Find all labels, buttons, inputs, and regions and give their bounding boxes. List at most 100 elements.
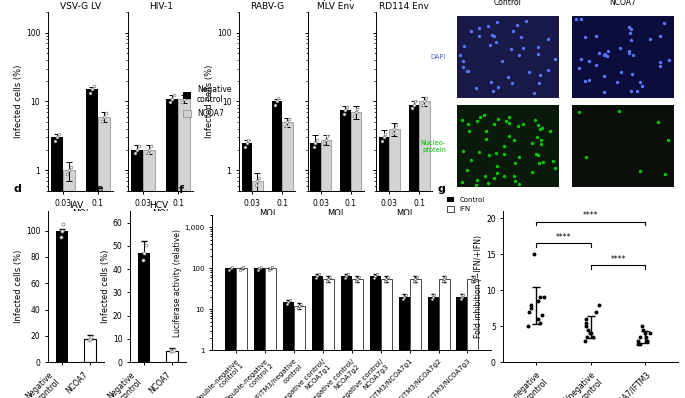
Point bbox=[99, 113, 110, 120]
Point bbox=[455, 296, 466, 302]
Bar bbox=[84, 339, 96, 362]
Point bbox=[417, 102, 428, 109]
Bar bbox=[131, 150, 143, 398]
Bar bbox=[438, 279, 449, 398]
Title: Amphotopic
MLV Env: Amphotopic MLV Env bbox=[308, 0, 363, 11]
Bar bbox=[340, 110, 351, 398]
Bar bbox=[254, 268, 265, 398]
Point bbox=[408, 277, 419, 284]
Point bbox=[253, 267, 264, 273]
Point bbox=[270, 102, 281, 109]
Point bbox=[534, 319, 545, 326]
Point bbox=[180, 92, 191, 98]
Point bbox=[282, 119, 293, 125]
Y-axis label: Fold inhibition (−IFN/+IFN): Fold inhibition (−IFN/+IFN) bbox=[475, 235, 484, 338]
Y-axis label: Infected cells (%): Infected cells (%) bbox=[205, 65, 214, 138]
Point bbox=[381, 276, 392, 282]
Point bbox=[144, 146, 155, 153]
Point bbox=[593, 301, 604, 308]
Point bbox=[310, 140, 321, 146]
Point bbox=[253, 174, 264, 181]
Point bbox=[525, 301, 536, 308]
Bar bbox=[323, 279, 334, 398]
Bar bbox=[381, 279, 392, 398]
Point bbox=[164, 99, 175, 105]
Bar bbox=[283, 302, 294, 398]
Point bbox=[284, 297, 295, 304]
Point bbox=[179, 96, 190, 102]
Point bbox=[632, 338, 643, 344]
Point bbox=[370, 273, 381, 279]
Bar bbox=[252, 181, 262, 398]
Point bbox=[86, 86, 97, 93]
Point bbox=[323, 276, 334, 282]
Point bbox=[582, 334, 593, 340]
Point bbox=[369, 275, 379, 281]
Point bbox=[458, 292, 469, 298]
X-axis label: MOI: MOI bbox=[327, 209, 344, 218]
Point bbox=[312, 273, 323, 279]
Bar bbox=[272, 101, 282, 398]
Point bbox=[633, 341, 644, 347]
Bar bbox=[56, 231, 68, 362]
Text: e: e bbox=[95, 184, 103, 194]
X-axis label: MOI: MOI bbox=[73, 209, 88, 218]
Point bbox=[292, 305, 303, 311]
Bar bbox=[166, 351, 178, 362]
Bar bbox=[458, 16, 559, 98]
Bar bbox=[312, 276, 323, 398]
Point bbox=[351, 109, 362, 115]
Point bbox=[57, 228, 67, 234]
Point bbox=[523, 323, 534, 330]
Point bbox=[310, 275, 321, 281]
Point bbox=[166, 96, 177, 102]
Point bbox=[580, 338, 590, 344]
Y-axis label: Luciferase activity (relative): Luciferase activity (relative) bbox=[173, 228, 182, 337]
Point bbox=[236, 265, 247, 271]
Legend: Control, IFN: Control, IFN bbox=[445, 194, 488, 215]
Point bbox=[264, 267, 275, 273]
Point bbox=[86, 334, 97, 341]
Point bbox=[169, 92, 179, 98]
Point bbox=[584, 330, 595, 337]
Point bbox=[140, 242, 151, 248]
Bar bbox=[98, 117, 110, 398]
Point bbox=[146, 143, 157, 149]
Point bbox=[388, 129, 399, 136]
Point bbox=[225, 265, 236, 271]
Text: d: d bbox=[13, 184, 21, 194]
Point bbox=[271, 98, 282, 105]
Bar bbox=[310, 143, 321, 398]
Point bbox=[580, 319, 591, 326]
Point bbox=[322, 133, 333, 139]
X-axis label: MOI: MOI bbox=[259, 209, 275, 218]
Point bbox=[130, 150, 141, 156]
Point bbox=[132, 146, 142, 153]
Point bbox=[410, 98, 421, 104]
Point bbox=[342, 271, 353, 277]
Bar bbox=[458, 105, 559, 187]
Bar bbox=[51, 137, 63, 398]
Point bbox=[50, 138, 61, 144]
Bar bbox=[321, 140, 331, 398]
Bar bbox=[410, 279, 421, 398]
Bar bbox=[178, 99, 190, 398]
Y-axis label: Infected cells (%): Infected cells (%) bbox=[14, 65, 23, 138]
Point bbox=[399, 294, 410, 300]
Y-axis label: Infected cells (%): Infected cells (%) bbox=[101, 250, 110, 323]
Point bbox=[438, 276, 449, 282]
Point bbox=[532, 298, 543, 304]
Point bbox=[243, 137, 254, 143]
Point bbox=[238, 263, 249, 270]
Point bbox=[64, 167, 75, 174]
Bar bbox=[456, 297, 467, 398]
Point bbox=[466, 277, 477, 284]
Point bbox=[635, 334, 646, 340]
Text: Control: Control bbox=[494, 0, 522, 6]
Bar bbox=[143, 150, 155, 398]
Point bbox=[638, 327, 649, 333]
Point bbox=[397, 296, 408, 302]
Point bbox=[284, 116, 295, 122]
X-axis label: MOI: MOI bbox=[396, 209, 412, 218]
Point bbox=[51, 134, 62, 140]
